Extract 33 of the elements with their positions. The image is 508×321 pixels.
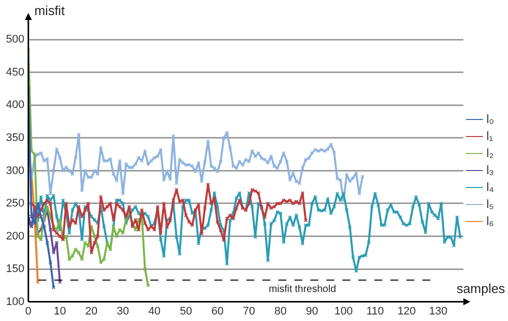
y-tick-label: 300 (6, 164, 24, 177)
x-tick-label: 80 (274, 305, 287, 318)
x-axis-title: samples (456, 280, 506, 296)
x-tick-label: 0 (25, 305, 32, 318)
x-tick-label: 30 (116, 305, 130, 318)
legend-label: l₀ (486, 112, 494, 126)
y-tick-label: 350 (6, 132, 24, 144)
x-tick-label: 10 (54, 305, 66, 318)
x-tick-label: 40 (148, 305, 161, 318)
y-tick-label: 250 (6, 198, 24, 210)
legend-label: l₃ (486, 162, 494, 177)
y-axis-title: misfit (34, 3, 66, 18)
x-tick-label: 20 (85, 305, 98, 318)
legend-label: l₅ (486, 196, 494, 211)
y-tick-label: 200 (6, 230, 24, 242)
x-tick-label: 130 (428, 305, 448, 318)
y-tick-label: 150 (6, 263, 24, 276)
x-tick-label: 100 (334, 305, 353, 318)
y-tick-label: 400 (6, 99, 24, 112)
legend-label: l₆ (486, 214, 494, 228)
x-tick-label: 50 (180, 305, 192, 318)
y-tick-label: 450 (6, 66, 24, 78)
x-tick-label: 110 (366, 305, 384, 318)
legend-label: l₁ (486, 128, 494, 143)
y-tick-label: 100 (6, 296, 24, 308)
legend-label: l₄ (486, 180, 494, 194)
legend-label: l₂ (486, 146, 494, 160)
x-tick-label: 60 (211, 305, 224, 318)
x-tick-label: 120 (397, 305, 416, 318)
x-tick-label: 70 (242, 305, 256, 318)
ref-line-label: misfit threshold (268, 284, 336, 295)
x-tick-label: 90 (306, 305, 318, 318)
y-tick-label: 500 (6, 34, 24, 46)
